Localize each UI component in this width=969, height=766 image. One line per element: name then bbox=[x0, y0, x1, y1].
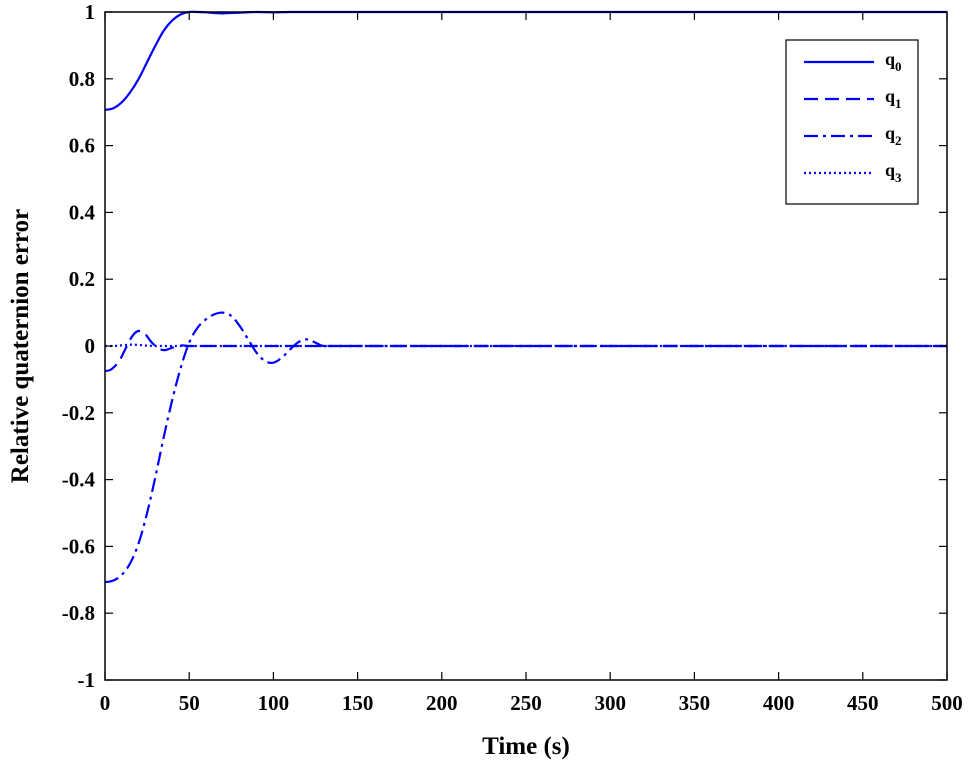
y-tick-label: 0.2 bbox=[69, 267, 95, 291]
x-tick-label: 200 bbox=[426, 691, 458, 715]
x-tick-label: 250 bbox=[510, 691, 542, 715]
y-tick-label: 1 bbox=[85, 0, 96, 24]
y-tick-label: 0.6 bbox=[69, 134, 95, 158]
y-tick-label: -0.6 bbox=[62, 534, 95, 558]
ticks-layer: 0 50 100 150 200 250 300 350 400 450 50010.80.60.4… bbox=[62, 0, 963, 715]
legend-label-sub: 0 bbox=[895, 59, 902, 74]
x-tick-label: 450 bbox=[847, 691, 879, 715]
legend-label-q1: q1 bbox=[885, 86, 902, 111]
y-tick-label: -1 bbox=[78, 668, 96, 692]
x-tick-label: 400 bbox=[763, 691, 795, 715]
x-tick-label: 0 bbox=[100, 691, 111, 715]
y-axis-title: Relative quaternion error bbox=[7, 209, 34, 483]
series-line-q2 bbox=[104, 311, 947, 584]
legend-label-main: q bbox=[885, 160, 895, 180]
series-line-q3 bbox=[104, 343, 947, 348]
x-tick-label: 100 bbox=[258, 691, 290, 715]
y-tick-label: 0.4 bbox=[69, 200, 96, 224]
y-tick-label: 0.8 bbox=[69, 67, 95, 91]
x-tick-label: 150 bbox=[342, 691, 374, 715]
x-tick-label: 350 bbox=[679, 691, 711, 715]
legend-label-q3: q3 bbox=[885, 160, 902, 185]
x-tick-label: 50 bbox=[179, 691, 200, 715]
y-tick-label: -0.2 bbox=[62, 401, 95, 425]
x-tick-label: 500 bbox=[931, 691, 963, 715]
legend-box bbox=[785, 39, 919, 205]
y-tick-label: -0.4 bbox=[62, 468, 96, 492]
y-tick-label: -0.8 bbox=[62, 601, 95, 625]
x-axis-title: Time (s) bbox=[482, 733, 570, 760]
series-line-q1 bbox=[104, 329, 947, 373]
legend-label-main: q bbox=[885, 123, 895, 143]
x-tick-label: 300 bbox=[594, 691, 626, 715]
legend-label-main: q bbox=[885, 49, 895, 69]
legend-label-sub: 2 bbox=[895, 133, 902, 148]
legend-label-q0: q0 bbox=[885, 49, 902, 74]
legend-label-q2: q2 bbox=[885, 123, 902, 148]
y-tick-label: 0 bbox=[85, 334, 96, 358]
legend-label-main: q bbox=[885, 86, 895, 106]
legend-label-sub: 3 bbox=[895, 170, 902, 185]
legend-label-sub: 1 bbox=[895, 96, 902, 111]
